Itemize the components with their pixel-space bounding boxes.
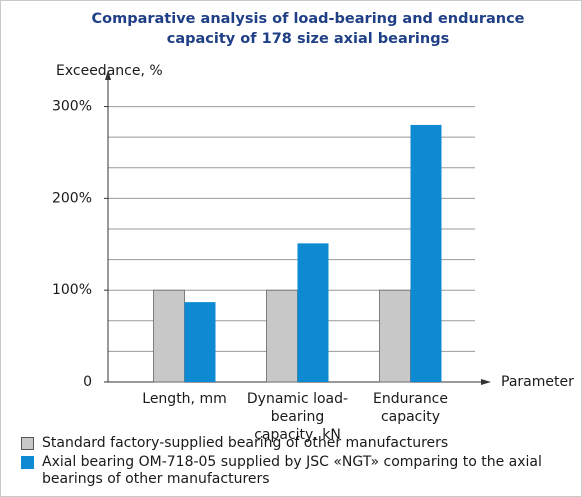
x-axis-arrow	[481, 379, 491, 385]
bar	[379, 289, 411, 383]
x-axis-label: Parameter	[501, 374, 574, 390]
x-tick-label: Dynamic load-bearing capacity, kN	[246, 391, 349, 443]
y-tick-label: 300%	[52, 99, 92, 115]
bar	[184, 302, 216, 382]
y-axis-arrow	[105, 70, 111, 80]
legend-label: Axial bearing OM-718-05 supplied by JSC …	[42, 454, 542, 487]
x-tick-label: Endurance capacity	[373, 391, 448, 425]
legend-label: Standard factory-supplied bearing of oth…	[42, 435, 449, 451]
bar	[297, 243, 329, 382]
legend-item: Standard factory-supplied bearing of oth…	[21, 435, 561, 452]
chart-title: Comparative analysis of load-bearing and…	[91, 11, 525, 47]
y-tick-label: 0	[83, 374, 92, 390]
legend-item: Axial bearing OM-718-05 supplied by JSC …	[21, 454, 561, 488]
bar	[410, 124, 442, 382]
legend-swatch	[21, 456, 34, 469]
bar	[153, 289, 185, 383]
bar	[266, 289, 298, 383]
y-tick-label: 200%	[52, 190, 92, 206]
x-tick-label: Length, mm	[142, 391, 227, 407]
legend-swatch	[21, 437, 34, 450]
y-tick-label: 100%	[52, 282, 92, 298]
y-axis-label: Exceedance, %	[56, 63, 163, 79]
